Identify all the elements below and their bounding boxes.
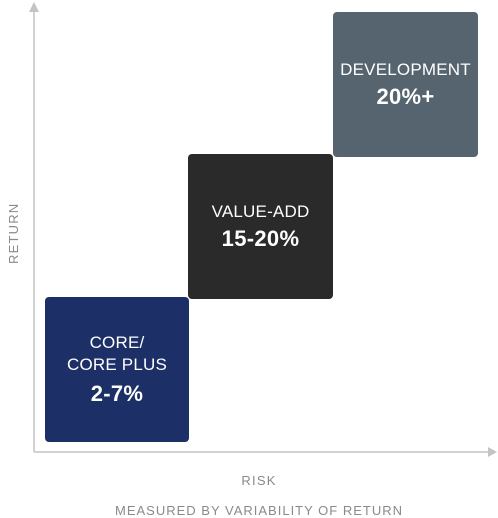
x-axis [34,447,497,457]
value-add-box: VALUE-ADD 15-20% [188,154,333,299]
development-box: DEVELOPMENT 20%+ [333,12,478,157]
core-plus-box: CORE/ CORE PLUS 2-7% [45,297,189,442]
core-plus-return: 2-7% [90,380,144,406]
x-axis-label: RISK [241,473,277,488]
value-add-return: 15-20% [221,225,300,251]
x-axis-sublabel: MEASURED BY VARIABILITY OF RETURN [115,503,403,518]
development-return: 20%+ [376,83,435,109]
y-axis-arrow-icon [29,2,39,12]
value-add-name: VALUE-ADD [211,201,310,221]
x-axis-arrow-icon [488,447,497,457]
development-name: DEVELOPMENT [340,59,471,79]
y-axis-label: RETURN [6,202,21,264]
core-plus-name: CORE/ CORE PLUS [66,332,168,374]
y-axis [29,2,39,452]
